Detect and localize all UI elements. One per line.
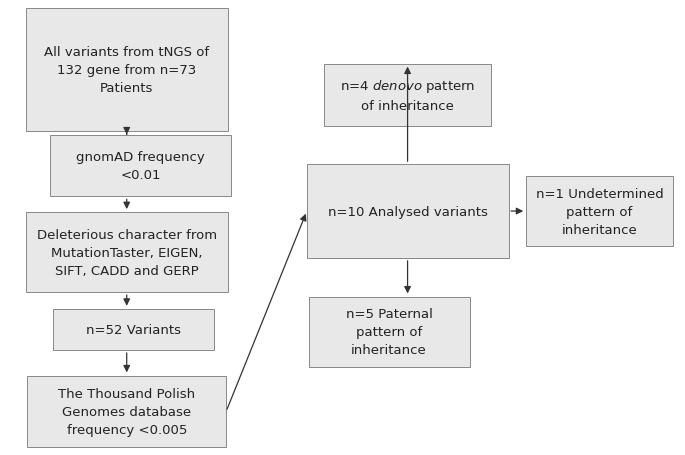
Text: The Thousand Polish
Genomes database
frequency <0.005: The Thousand Polish Genomes database fre… bbox=[58, 387, 195, 436]
Text: n=10 Analysed variants: n=10 Analysed variants bbox=[327, 205, 488, 218]
Text: n=1 Undetermined
pattern of
inheritance: n=1 Undetermined pattern of inheritance bbox=[536, 187, 663, 236]
Text: Deleterious character from
MutationTaster, EIGEN,
SIFT, CADD and GERP: Deleterious character from MutationTaste… bbox=[37, 228, 216, 277]
FancyBboxPatch shape bbox=[308, 297, 470, 368]
FancyBboxPatch shape bbox=[307, 165, 508, 258]
Text: All variants from tNGS of
132 gene from n=73
Patients: All variants from tNGS of 132 gene from … bbox=[44, 46, 210, 95]
Text: n=4 $\it{de novo}$ pattern
of inheritance: n=4 $\it{de novo}$ pattern of inheritanc… bbox=[340, 78, 475, 113]
FancyBboxPatch shape bbox=[53, 309, 214, 350]
FancyBboxPatch shape bbox=[26, 213, 227, 292]
FancyBboxPatch shape bbox=[26, 9, 227, 132]
FancyBboxPatch shape bbox=[49, 136, 232, 197]
FancyBboxPatch shape bbox=[525, 176, 673, 247]
FancyBboxPatch shape bbox=[27, 377, 226, 447]
Text: n=5 Paternal
pattern of
inheritance: n=5 Paternal pattern of inheritance bbox=[346, 308, 432, 357]
Text: n=52 Variants: n=52 Variants bbox=[86, 324, 181, 336]
Text: gnomAD frequency
<0.01: gnomAD frequency <0.01 bbox=[76, 151, 205, 182]
FancyBboxPatch shape bbox=[323, 65, 492, 126]
